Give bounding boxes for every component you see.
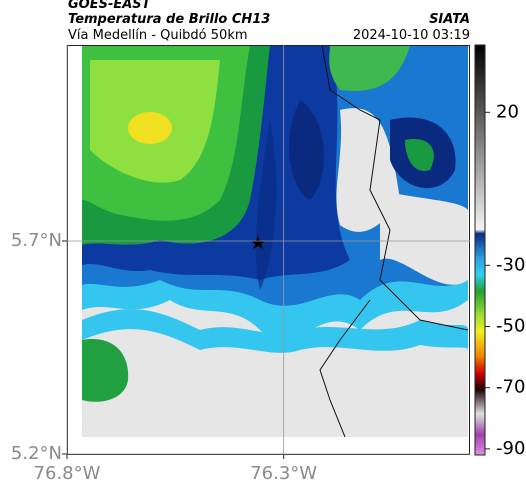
y-tick-label: 5.7°N <box>11 230 62 251</box>
colorbar <box>474 44 486 456</box>
x-tick-label: 76.3°W <box>250 463 317 484</box>
colorbar-tick-label: -70 <box>496 377 525 398</box>
map-frame <box>67 45 470 455</box>
satellite-image <box>82 45 468 437</box>
source: SIATA <box>429 12 470 27</box>
colorbar-tick-label: -50 <box>496 315 525 336</box>
colorbar-tick-label: 20 <box>496 101 519 122</box>
x-tick-label: 76.8°W <box>34 463 101 484</box>
colorbar-tick-label: -30 <box>496 254 525 275</box>
timestamp: 2024-10-10 03:19 <box>353 28 470 43</box>
location-star <box>251 236 265 249</box>
subtitle: Temperatura de Brillo CH13 <box>68 12 270 27</box>
title: GOES-EAST <box>68 0 152 12</box>
colorbar-tick-label: -90 <box>496 438 525 459</box>
region: Vía Medellín - Quibdó 50km <box>68 28 248 43</box>
y-tick-label: 5.2°N <box>11 443 62 464</box>
